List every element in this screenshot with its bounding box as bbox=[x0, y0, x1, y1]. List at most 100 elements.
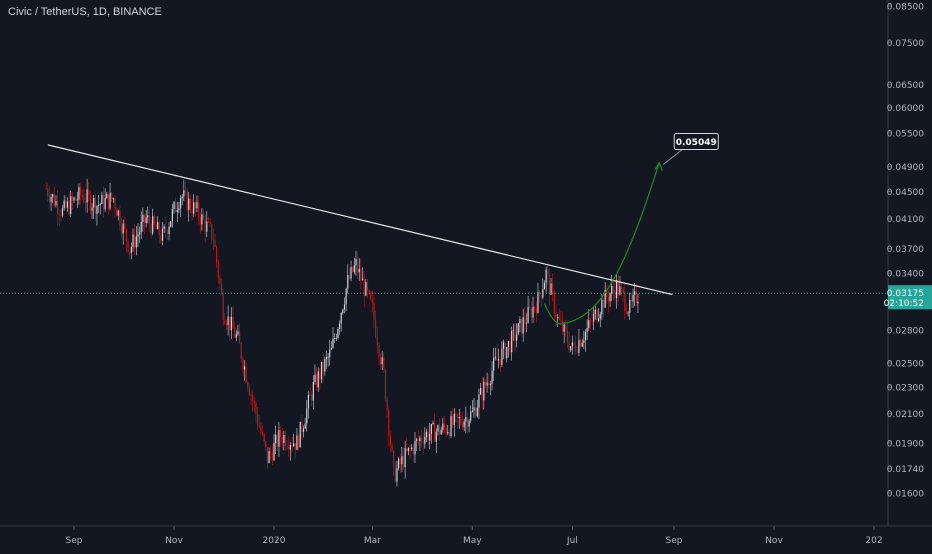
candle-body bbox=[496, 356, 498, 361]
candle-body bbox=[519, 319, 521, 324]
candle-body bbox=[245, 366, 247, 383]
candle-body bbox=[122, 223, 124, 234]
candle-body bbox=[317, 371, 319, 388]
candle-body bbox=[494, 356, 496, 358]
candle-body bbox=[399, 458, 401, 465]
candle-body bbox=[96, 205, 98, 214]
candle-body bbox=[430, 424, 432, 434]
candle-body bbox=[266, 447, 269, 464]
candles-layer bbox=[45, 178, 639, 487]
candle-body bbox=[58, 213, 60, 215]
candle-body bbox=[63, 200, 65, 209]
candle-body bbox=[184, 190, 187, 192]
candle-body bbox=[507, 340, 510, 347]
candle-body bbox=[432, 422, 434, 425]
candle-body bbox=[65, 200, 67, 208]
candle-body bbox=[393, 451, 395, 466]
time-tick-label: 202 bbox=[865, 536, 882, 546]
candle-body bbox=[186, 190, 188, 211]
candle-body bbox=[324, 359, 326, 372]
candle-body bbox=[489, 383, 491, 385]
candle-body bbox=[373, 302, 375, 320]
candle-body bbox=[334, 338, 336, 339]
candle-body bbox=[252, 395, 254, 402]
candle-body bbox=[150, 223, 152, 234]
candle-body bbox=[429, 433, 431, 441]
candle-body bbox=[366, 282, 369, 291]
price-axis[interactable]: 0.08500 0.07500 0.06500 0.06000 0.05500 0.049… bbox=[884, 3, 932, 500]
candle-body bbox=[45, 188, 47, 190]
candle-body bbox=[53, 194, 55, 206]
candle-body bbox=[468, 420, 470, 427]
candle-body bbox=[383, 357, 385, 370]
candle-body bbox=[493, 357, 495, 371]
candle-body bbox=[125, 229, 128, 242]
candle-body bbox=[173, 202, 175, 210]
price-tick-label: 0.06500 bbox=[887, 81, 924, 91]
candle-body bbox=[75, 197, 77, 201]
candle-body bbox=[148, 215, 151, 224]
candle-body bbox=[89, 194, 91, 211]
candle-body bbox=[170, 221, 172, 227]
price-tick-label: 0.02100 bbox=[887, 410, 924, 420]
candle-body bbox=[111, 192, 113, 199]
candle-body bbox=[402, 456, 405, 468]
candle-body bbox=[389, 435, 391, 445]
candle-body bbox=[347, 275, 349, 289]
candle-body bbox=[345, 288, 347, 305]
candle-body bbox=[434, 422, 436, 442]
candle-body bbox=[291, 445, 293, 447]
candle-body bbox=[309, 394, 311, 396]
candle-body bbox=[438, 425, 441, 435]
candle-body bbox=[455, 413, 457, 415]
time-tick-label: Jul bbox=[566, 536, 578, 546]
candle-body bbox=[425, 431, 428, 437]
candle-body bbox=[581, 342, 583, 347]
candle-body bbox=[171, 209, 173, 222]
candle-body bbox=[161, 228, 164, 241]
resistance-trendline[interactable] bbox=[47, 144, 673, 296]
candle-body bbox=[637, 301, 639, 304]
candle-body bbox=[620, 286, 623, 290]
time-axis[interactable]: Sep Nov 2020 Mar May Jul Sep Nov 202 bbox=[66, 526, 883, 546]
candle-body bbox=[238, 331, 241, 344]
candle-body bbox=[534, 306, 536, 308]
candle-body bbox=[517, 323, 519, 335]
candle-body bbox=[568, 342, 570, 351]
candle-body bbox=[312, 381, 314, 401]
candle-body bbox=[243, 366, 246, 370]
projection-curve[interactable] bbox=[543, 162, 660, 325]
candle-body bbox=[571, 342, 573, 347]
candle-body bbox=[622, 289, 624, 294]
candle-body bbox=[189, 198, 191, 210]
candle-body bbox=[479, 387, 482, 395]
last-price-label: 0.03175 bbox=[887, 289, 924, 299]
candle-body bbox=[375, 319, 377, 337]
candle-body bbox=[109, 192, 111, 209]
candle-body bbox=[624, 293, 626, 312]
candle-body bbox=[419, 437, 421, 442]
price-tick-label: 0.04100 bbox=[887, 215, 924, 225]
candle-body bbox=[527, 306, 529, 323]
candle-body bbox=[138, 232, 141, 235]
candle-body bbox=[260, 427, 262, 433]
candle-body bbox=[142, 214, 144, 222]
candle-body bbox=[607, 297, 610, 302]
candle-body bbox=[547, 269, 549, 274]
time-tick-label: Sep bbox=[66, 536, 83, 546]
candle-body bbox=[516, 334, 518, 341]
candle-body bbox=[555, 313, 557, 318]
candle-body bbox=[514, 329, 516, 341]
candle-body bbox=[294, 443, 296, 450]
candle-body bbox=[145, 217, 147, 223]
candle-body bbox=[116, 208, 118, 216]
candle-body bbox=[181, 196, 183, 198]
target-callout-box[interactable] bbox=[673, 133, 719, 151]
candle-body bbox=[143, 214, 146, 223]
candle-body bbox=[388, 410, 390, 436]
candle-body bbox=[283, 435, 285, 443]
candle-body bbox=[307, 394, 310, 409]
candle-body bbox=[229, 316, 231, 331]
